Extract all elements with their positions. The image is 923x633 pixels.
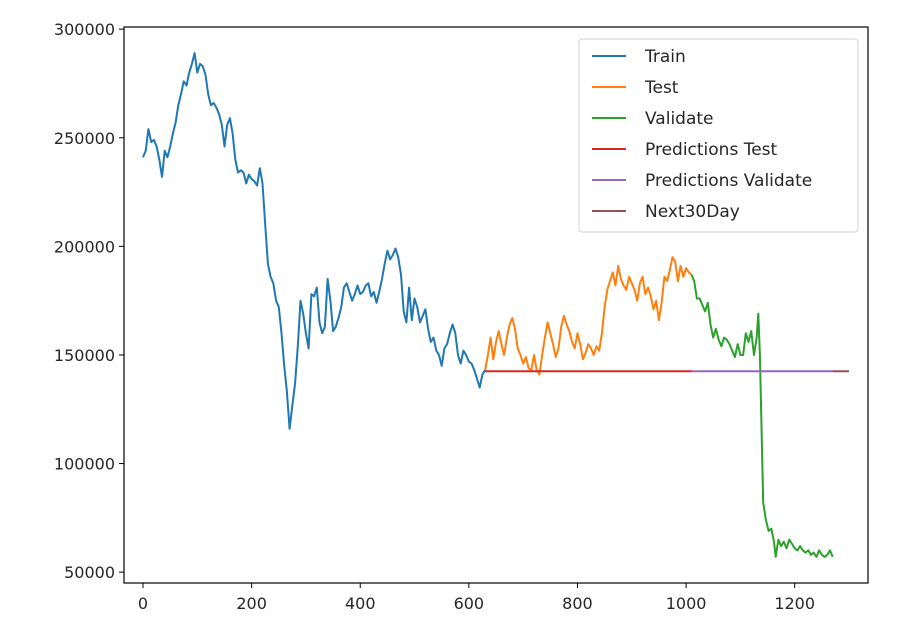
x-tick-label: 400 bbox=[345, 594, 376, 613]
legend-label: Train bbox=[644, 47, 686, 67]
x-tick-label: 800 bbox=[562, 594, 593, 613]
legend-label: Test bbox=[644, 78, 679, 98]
y-tick-label: 150000 bbox=[54, 346, 115, 365]
legend-label: Next30Day bbox=[645, 202, 740, 222]
legend-label: Predictions Test bbox=[645, 140, 778, 160]
y-tick-label: 50000 bbox=[64, 563, 115, 582]
y-tick-label: 250000 bbox=[54, 129, 115, 148]
series-line-1 bbox=[484, 256, 693, 376]
y-tick-label: 100000 bbox=[54, 455, 115, 474]
y-tick-label: 200000 bbox=[54, 237, 115, 256]
series-layer bbox=[142, 52, 849, 558]
legend-box bbox=[578, 38, 859, 233]
legend: Train Test Validate Predictions Test Predict… bbox=[578, 38, 859, 233]
x-tick-label: 1200 bbox=[774, 594, 815, 613]
plot-frame bbox=[123, 26, 869, 584]
x-axis: 0 200 400 600 800 1000 1200 bbox=[138, 583, 815, 613]
x-tick-label: 0 bbox=[138, 594, 148, 613]
legend-label: Validate bbox=[645, 109, 714, 129]
y-axis: 50000 100000 150000 200000 250000 300000 bbox=[54, 20, 124, 582]
x-tick-label: 1000 bbox=[666, 594, 707, 613]
series-line-0 bbox=[142, 52, 486, 430]
x-tick-label: 600 bbox=[454, 594, 485, 613]
y-tick-label: 300000 bbox=[54, 20, 115, 39]
legend-label: Predictions Validate bbox=[645, 171, 812, 191]
series-line-2 bbox=[690, 274, 834, 558]
x-tick-label: 200 bbox=[236, 594, 267, 613]
